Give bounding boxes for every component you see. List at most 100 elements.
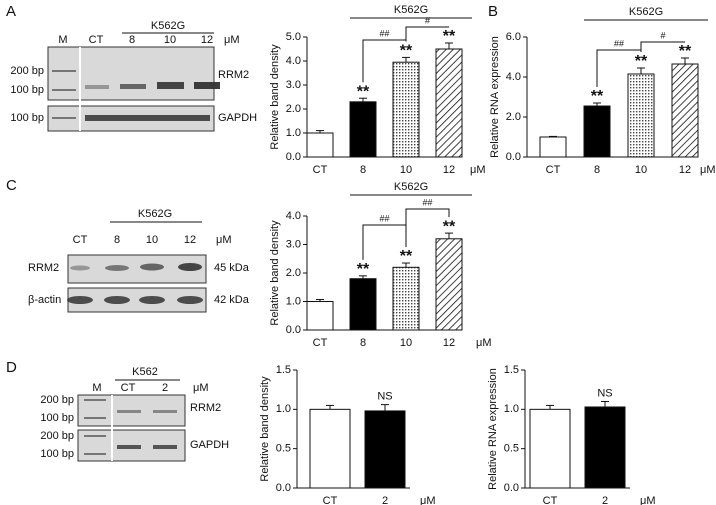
y-tick-label: 1.0 [504,403,519,415]
y-tick-label: 0.0 [506,151,521,163]
significance: ** [357,83,370,100]
significance: ** [591,88,604,105]
group-label: K562G [394,181,428,193]
gel-group: K562G [138,208,172,220]
y-tick-label: 0.0 [504,482,519,494]
significance: ** [400,43,413,60]
marker-label: 100 bp [10,112,44,124]
bracket-label: ## [614,38,624,48]
group-label: K562G [629,6,663,18]
bracket [640,41,685,52]
y-axis-label: Relative RNA expression [489,36,501,158]
bar [392,266,420,331]
x-tick-label: 2 [602,495,608,505]
significance: NS [597,387,612,399]
significance: NS [377,391,392,403]
gel-c [67,221,207,313]
x-tick-label: CT [543,495,558,505]
y-axis-label: Relative band density [269,44,281,150]
y-tick-label: 4.0 [506,71,521,83]
gel-a [47,32,220,132]
bracket-label: # [660,30,665,40]
y-tick-label: 0.0 [286,151,301,163]
bar [392,61,420,158]
marker-label: 100 bp [10,84,44,96]
y-tick-label: 1.5 [276,364,291,376]
panel-label: C [6,177,17,194]
y-tick-label: 3.0 [286,79,301,91]
gene-label: RRM2 [190,402,221,414]
y-tick-label: 1.0 [286,127,301,139]
y-tick-label: 4.0 [286,55,301,67]
bar [435,238,463,331]
y-tick-label: 5.0 [286,31,301,43]
x-tick-label: CT [546,164,561,176]
y-tick-label: 1.0 [286,295,301,307]
y-tick-label: 1.5 [504,364,519,376]
x-tick-label: CT [313,337,328,349]
lane-label: 2 [162,382,168,394]
gene-label: GAPDH [190,439,229,451]
y-tick-label: 2.0 [286,267,301,279]
y-tick-label: 4.0 [286,210,301,222]
gene-label: GAPDH [218,112,257,124]
unit: μM [216,234,232,246]
marker-label: 100 bp [40,448,74,460]
lane-label: CT [121,382,136,394]
gene-label: RRM2 [218,69,249,81]
size-label: 42 kDa [214,294,250,306]
x-tick-label: 12 [443,337,455,349]
bar [627,73,655,158]
panel-label: D [6,359,17,376]
panel-label: B [488,3,498,20]
lane-label: 12 [184,234,196,246]
bar [364,410,406,489]
unit: μM [193,382,209,394]
bar [306,132,334,158]
y-axis-label: Relative band density [269,220,281,326]
x-tick-label: CT [323,495,338,505]
y-axis-label: Relative RNA expression [487,368,499,490]
lane-label: 12 [201,34,213,46]
x-tick-label: 10 [400,337,412,349]
x-unit: μM [420,495,436,505]
significance: ** [635,53,648,70]
y-tick-label: 0.0 [286,324,301,336]
bar [309,408,351,489]
panel-label: A [6,3,16,20]
marker-label: 100 bp [40,412,74,424]
gel-group: K562G [151,20,185,32]
significance: ** [357,261,370,278]
y-tick-label: 0.0 [276,482,291,494]
gel-d [77,379,186,462]
x-tick-label: 8 [594,164,600,176]
gene-label: β-actin [28,294,61,306]
bar [671,63,699,158]
lane-label: M [92,382,101,394]
x-tick-label: 10 [635,164,647,176]
bar [349,101,377,158]
marker-label: 200 bp [10,65,44,77]
y-tick-label: 2.0 [506,111,521,123]
significance: ** [443,28,456,45]
x-unit: μM [476,337,492,349]
unit: μM [224,34,240,46]
x-tick-label: 12 [679,164,691,176]
bar [435,48,463,158]
lane-label: 10 [146,234,158,246]
group-label: K562G [394,4,428,16]
y-tick-label: 0.5 [276,443,291,455]
lane-label: CT [73,234,88,246]
x-unit: μM [640,495,656,505]
y-tick-label: 3.0 [286,238,301,250]
lane-label: CT [89,34,104,46]
bracket-label: # [425,15,430,25]
significance: ** [679,43,692,60]
bar [583,105,611,158]
gel-group: K562 [132,366,158,378]
y-axis-label: Relative band density [259,376,271,482]
lane-label: 10 [164,34,176,46]
marker-label: 200 bp [40,430,74,442]
lane-label: 8 [129,34,135,46]
